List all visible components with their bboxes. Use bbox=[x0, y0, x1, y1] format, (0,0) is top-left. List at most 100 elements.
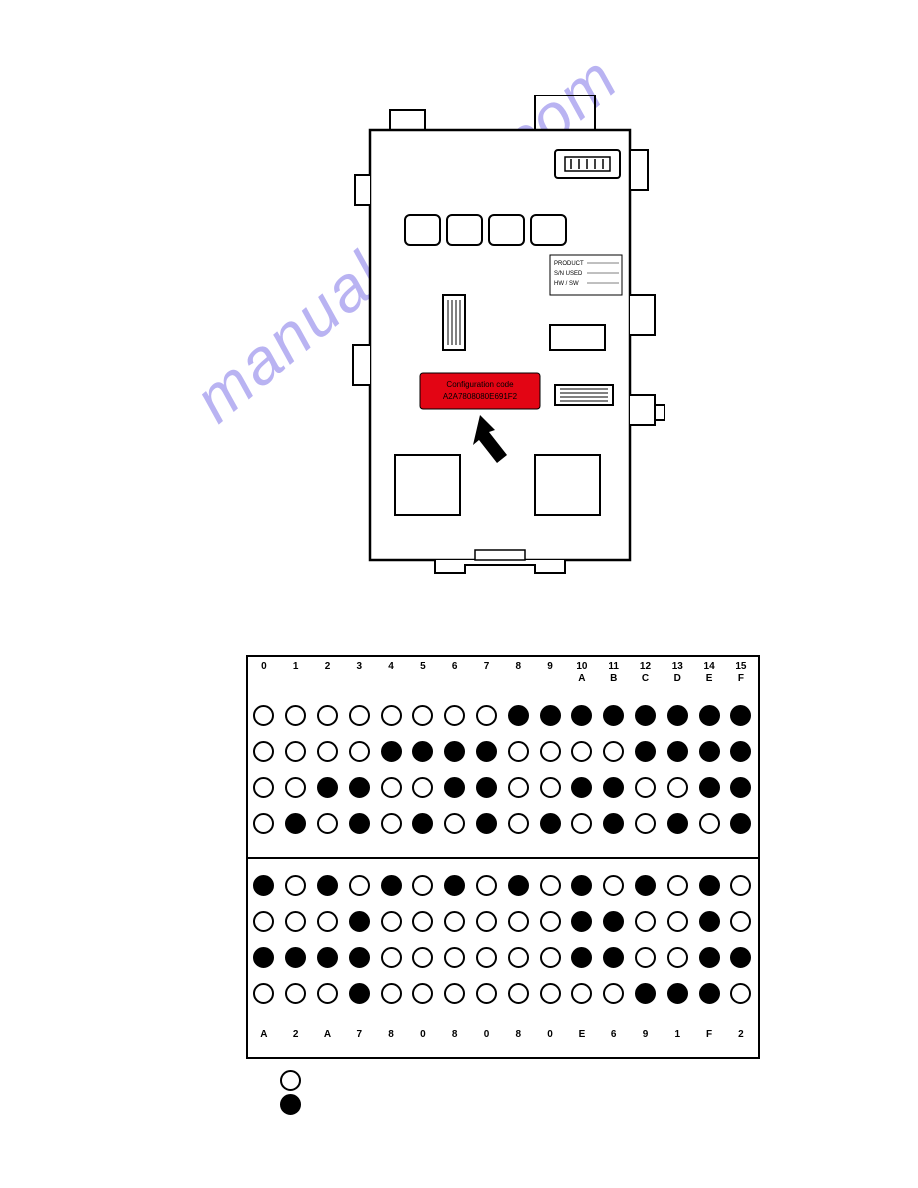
chart-dot bbox=[699, 875, 720, 896]
chart-dot bbox=[699, 947, 720, 968]
col-header: 4 bbox=[375, 661, 407, 673]
chart-dot bbox=[508, 705, 529, 726]
col-header: 2 bbox=[312, 661, 344, 673]
chart-dot bbox=[635, 983, 656, 1004]
chart-dot bbox=[508, 875, 529, 896]
col-footer: F bbox=[693, 1029, 725, 1040]
chart-dot bbox=[508, 947, 529, 968]
config-label-box bbox=[420, 373, 540, 409]
col-footer: 6 bbox=[598, 1029, 630, 1040]
col-footer: 1 bbox=[661, 1029, 693, 1040]
col-footer: 8 bbox=[439, 1029, 471, 1040]
chart-dot bbox=[635, 875, 656, 896]
chart-dot bbox=[317, 813, 338, 834]
chart-dot bbox=[699, 813, 720, 834]
chart-dot bbox=[635, 947, 656, 968]
chart-dot bbox=[349, 705, 370, 726]
chart-dot bbox=[667, 705, 688, 726]
col-header: 0 bbox=[248, 661, 280, 673]
module-small-text-3: HW / SW bbox=[554, 281, 579, 287]
chart-dot bbox=[508, 983, 529, 1004]
col-header: 13D bbox=[661, 661, 693, 685]
chart-dot bbox=[635, 705, 656, 726]
chart-dot bbox=[349, 813, 370, 834]
chart-dot bbox=[381, 777, 402, 798]
chart-dot bbox=[667, 983, 688, 1004]
chart-dot bbox=[540, 741, 561, 762]
col-footer: E bbox=[566, 1029, 598, 1040]
chart-dot bbox=[317, 947, 338, 968]
chart-dot bbox=[635, 741, 656, 762]
chart-dot bbox=[381, 983, 402, 1004]
legend-empty-dot bbox=[280, 1070, 301, 1091]
chart-dot bbox=[667, 777, 688, 798]
col-footer: 8 bbox=[375, 1029, 407, 1040]
col-footer: 2 bbox=[725, 1029, 757, 1040]
chart-dot bbox=[508, 777, 529, 798]
chart-dot bbox=[317, 983, 338, 1004]
chart-dot bbox=[476, 911, 497, 932]
chart-dot bbox=[540, 947, 561, 968]
chart-dot bbox=[699, 705, 720, 726]
legend bbox=[280, 1068, 301, 1116]
module-small-text-2: S/N USED bbox=[554, 271, 583, 277]
col-header: 3 bbox=[343, 661, 375, 673]
chart-dot bbox=[635, 911, 656, 932]
col-footer: 0 bbox=[471, 1029, 503, 1040]
chart-dot bbox=[476, 947, 497, 968]
chart-dot bbox=[381, 705, 402, 726]
chart-dot bbox=[476, 983, 497, 1004]
col-header: 10A bbox=[566, 661, 598, 685]
col-header: 5 bbox=[407, 661, 439, 673]
chart-dot bbox=[349, 777, 370, 798]
chart-dot bbox=[317, 705, 338, 726]
chart-dot bbox=[349, 875, 370, 896]
col-footer: 8 bbox=[502, 1029, 534, 1040]
col-footer: 0 bbox=[534, 1029, 566, 1040]
chart-dot bbox=[476, 741, 497, 762]
chart-dot bbox=[699, 741, 720, 762]
chart-dot bbox=[317, 875, 338, 896]
chart-dot bbox=[476, 813, 497, 834]
col-header: 1 bbox=[280, 661, 312, 673]
chart-dot bbox=[508, 911, 529, 932]
legend-filled-dot bbox=[280, 1094, 301, 1115]
page: manualshive.com PRODUCT S/N USED HW / SW bbox=[0, 0, 918, 1188]
chart-dot bbox=[540, 911, 561, 932]
dot-chart: 012345678910A11B12C13D14E15FA2A7808080E6… bbox=[246, 655, 760, 1059]
col-header: 12C bbox=[630, 661, 662, 685]
chart-dot bbox=[476, 875, 497, 896]
chart-dot bbox=[540, 777, 561, 798]
chart-dot bbox=[349, 947, 370, 968]
chart-dot bbox=[540, 813, 561, 834]
chart-dot bbox=[635, 813, 656, 834]
chart-dot bbox=[476, 777, 497, 798]
chart-dot bbox=[381, 947, 402, 968]
chart-dot bbox=[667, 741, 688, 762]
col-footer: A bbox=[312, 1029, 344, 1040]
col-footer: 0 bbox=[407, 1029, 439, 1040]
chart-dot bbox=[699, 911, 720, 932]
chart-dot bbox=[699, 777, 720, 798]
col-header: 11B bbox=[598, 661, 630, 685]
chart-dot bbox=[667, 947, 688, 968]
chart-dot bbox=[349, 741, 370, 762]
chart-dot bbox=[317, 741, 338, 762]
col-header: 9 bbox=[534, 661, 566, 673]
col-header: 8 bbox=[502, 661, 534, 673]
col-header: 7 bbox=[471, 661, 503, 673]
chart-dot bbox=[381, 875, 402, 896]
chart-dot bbox=[635, 777, 656, 798]
col-header: 15F bbox=[725, 661, 757, 685]
chart-dot bbox=[667, 813, 688, 834]
chart-dot bbox=[699, 983, 720, 1004]
chart-dot bbox=[317, 911, 338, 932]
chart-dot bbox=[508, 813, 529, 834]
col-footer: A bbox=[248, 1029, 280, 1040]
config-label-line2: A2A7808080E691F2 bbox=[443, 392, 518, 401]
chart-dot bbox=[508, 741, 529, 762]
chart-dot bbox=[540, 705, 561, 726]
chart-dot bbox=[381, 813, 402, 834]
module-small-text-1: PRODUCT bbox=[554, 261, 584, 267]
col-footer: 7 bbox=[343, 1029, 375, 1040]
